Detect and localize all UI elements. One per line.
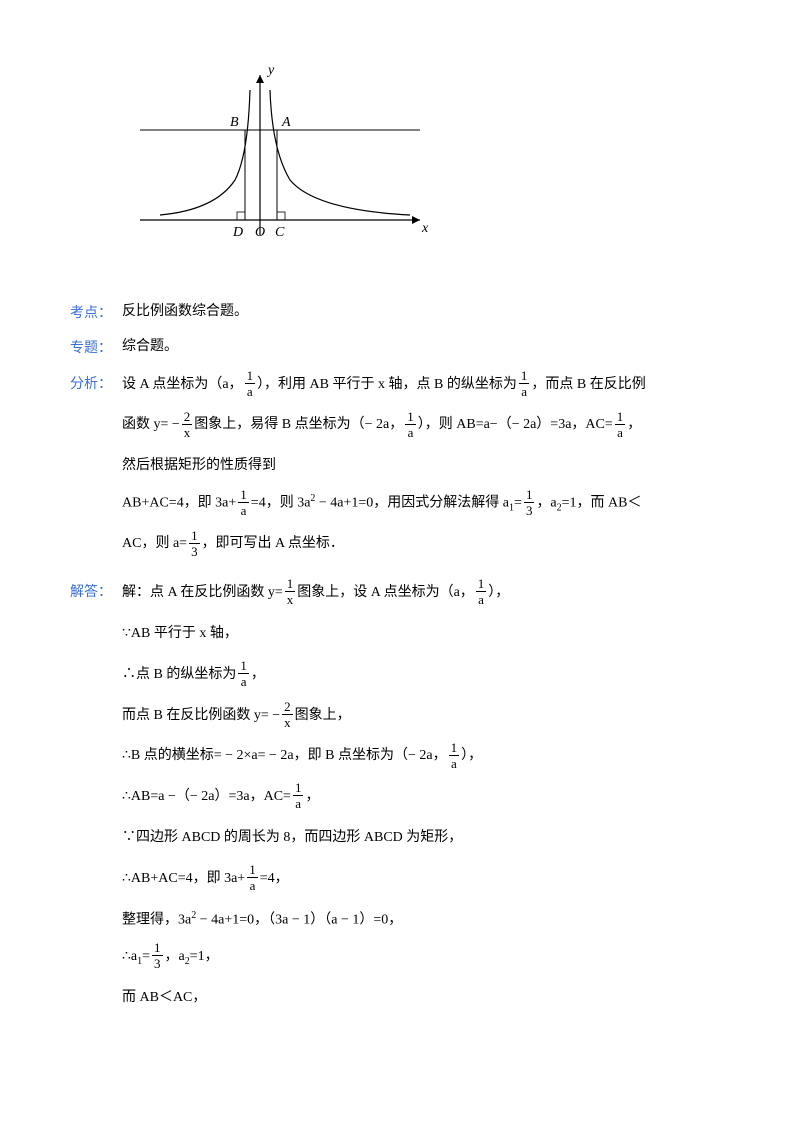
text: ， xyxy=(627,417,641,432)
jieda-p6: ∴AB=a −（− 2a）=3a，AC=1a， xyxy=(122,782,724,813)
text: =4，则 3a xyxy=(251,496,311,511)
kaodian-label: 考点： xyxy=(70,299,122,326)
zhuanti-content: 综合题。 xyxy=(122,334,724,359)
text: ∴a xyxy=(122,949,137,964)
frac-2-x: 2x xyxy=(282,700,293,729)
text: ∴B 点的横坐标= − 2×a= − 2a，即 B 点坐标为（− 2a， xyxy=(122,748,447,763)
text: =4， xyxy=(260,871,289,886)
text: 图象上，易得 B 点坐标为（− 2a， xyxy=(194,417,403,432)
fenxi-content: 设 A 点坐标为（a，1a），利用 AB 平行于 x 轴，点 B 的纵坐标为1a… xyxy=(122,370,724,571)
frac-1-a: 1a xyxy=(476,577,487,606)
text: ，a xyxy=(536,496,556,511)
fenxi-p3: 然后根据矩形的性质得到 xyxy=(122,451,724,482)
kaodian-row: 考点： 反比例函数综合题。 xyxy=(70,299,724,326)
frac-1-a: 1a xyxy=(405,410,416,439)
text: ，即可写出 A 点坐标． xyxy=(202,536,344,551)
frac-1-a: 1a xyxy=(293,781,304,810)
graph-figure: y x B A D O C xyxy=(120,60,724,269)
text: ，而点 B 在反比例 xyxy=(531,377,645,392)
text: = xyxy=(142,949,150,964)
jieda-p5: ∴B 点的横坐标= − 2×a= − 2a，即 B 点坐标为（− 2a，1a）， xyxy=(122,741,724,772)
text: 图象上，设 A 点坐标为（a， xyxy=(297,585,474,600)
text: ，a xyxy=(165,949,185,964)
x-axis-label: x xyxy=(421,221,429,236)
jieda-p11: 而 AB＜AC， xyxy=(122,983,724,1014)
text: 整理得，3a xyxy=(122,912,191,927)
y-axis-label: y xyxy=(266,63,275,78)
text: 函数 y= − xyxy=(122,417,180,432)
point-b-label: B xyxy=(230,115,239,130)
jieda-p3: ∴点 B 的纵坐标为1a， xyxy=(122,660,724,691)
text: ）， xyxy=(488,585,509,600)
text: ， xyxy=(251,667,265,682)
frac-2-x: 2x xyxy=(182,410,193,439)
frac-1-a: 1a xyxy=(238,659,249,688)
fenxi-p4: AB+AC=4，即 3a+1a=4，则 3a2 − 4a+1=0，用因式分解法解… xyxy=(122,488,724,519)
text: − 4a+1=0，用因式分解法解得 a xyxy=(315,496,509,511)
text: 设 A 点坐标为（a， xyxy=(122,377,243,392)
text: =1， xyxy=(190,949,219,964)
text: =1，而 AB＜ xyxy=(562,496,642,511)
zhuanti-label: 专题： xyxy=(70,334,122,361)
point-c-label: C xyxy=(275,225,285,240)
text: ），利用 AB 平行于 x 轴，点 B 的纵坐标为 xyxy=(257,377,517,392)
frac-1-x: 1x xyxy=(285,577,296,606)
text: 解：点 A 在反比例函数 y= xyxy=(122,585,283,600)
text: 图象上， xyxy=(295,708,351,723)
text: 而点 B 在反比例函数 y= − xyxy=(122,708,280,723)
text: ）， xyxy=(461,748,482,763)
text: AB+AC=4，即 3a+ xyxy=(122,496,236,511)
frac-1-a: 1a xyxy=(247,863,258,892)
frac-1-a: 1a xyxy=(449,741,460,770)
jieda-p7: ∵四边形 ABCD 的周长为 8，而四边形 ABCD 为矩形， xyxy=(122,823,724,854)
frac-1-a: 1a xyxy=(615,410,626,439)
point-d-label: D xyxy=(232,225,243,240)
jieda-p10: ∴a1=13，a2=1， xyxy=(122,942,724,973)
text: = xyxy=(514,496,522,511)
point-a-label: A xyxy=(281,115,291,130)
jieda-label: 解答： xyxy=(70,578,122,605)
text: AC，则 a= xyxy=(122,536,187,551)
frac-1-3: 13 xyxy=(189,529,200,558)
text: ， xyxy=(305,789,319,804)
graph-svg: y x B A D O C xyxy=(120,60,440,260)
fenxi-p2: 函数 y= −2x图象上，易得 B 点坐标为（− 2a，1a），则 AB=a−（… xyxy=(122,410,724,441)
zhuanti-row: 专题： 综合题。 xyxy=(70,334,724,361)
text: − 4a+1=0，（3a − 1）（a − 1）=0， xyxy=(196,912,402,927)
frac-1-a: 1a xyxy=(519,369,530,398)
text: ∴AB=a −（− 2a）=3a，AC= xyxy=(122,789,291,804)
jieda-p9: 整理得，3a2 − 4a+1=0，（3a − 1）（a − 1）=0， xyxy=(122,905,724,936)
fenxi-label: 分析： xyxy=(70,370,122,397)
fenxi-p5: AC，则 a=13，即可写出 A 点坐标． xyxy=(122,529,724,560)
jieda-content: 解：点 A 在反比例函数 y=1x图象上，设 A 点坐标为（a，1a）， ∵AB… xyxy=(122,578,724,1019)
fenxi-p1: 设 A 点坐标为（a，1a），利用 AB 平行于 x 轴，点 B 的纵坐标为1a… xyxy=(122,370,724,401)
jieda-p2: ∵AB 平行于 x 轴， xyxy=(122,619,724,650)
text: ），则 AB=a−（− 2a）=3a，AC= xyxy=(418,417,613,432)
frac-1-3: 13 xyxy=(152,941,163,970)
point-o-label: O xyxy=(255,225,265,240)
jieda-p4: 而点 B 在反比例函数 y= −2x图象上， xyxy=(122,701,724,732)
frac-1-a: 1a xyxy=(238,488,249,517)
jieda-p8: ∴AB+AC=4，即 3a+1a=4， xyxy=(122,864,724,895)
jieda-row: 解答： 解：点 A 在反比例函数 y=1x图象上，设 A 点坐标为（a，1a），… xyxy=(70,578,724,1019)
jieda-p1: 解：点 A 在反比例函数 y=1x图象上，设 A 点坐标为（a，1a）， xyxy=(122,578,724,609)
frac-1-3: 13 xyxy=(524,488,535,517)
text: ∴点 B 的纵坐标为 xyxy=(122,667,236,682)
sections: 考点： 反比例函数综合题。 专题： 综合题。 分析： 设 A 点坐标为（a，1a… xyxy=(70,299,724,1023)
kaodian-content: 反比例函数综合题。 xyxy=(122,299,724,324)
text: ∴AB+AC=4，即 3a+ xyxy=(122,871,245,886)
fenxi-row: 分析： 设 A 点坐标为（a，1a），利用 AB 平行于 x 轴，点 B 的纵坐… xyxy=(70,370,724,571)
frac-1-a: 1a xyxy=(245,369,256,398)
